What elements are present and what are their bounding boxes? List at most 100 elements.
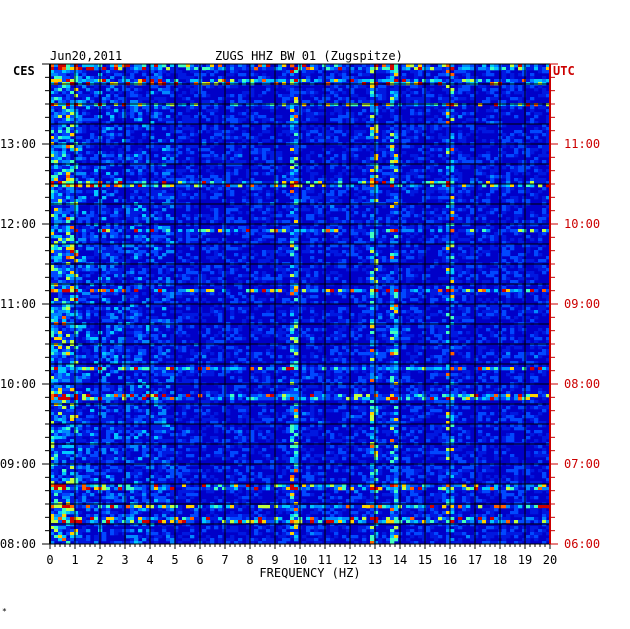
spectrogram-cell [214, 193, 219, 197]
spectrogram-cell [222, 199, 227, 203]
spectrogram-cell [294, 235, 299, 239]
spectrogram-cell [322, 100, 327, 104]
spectrogram-cell [74, 199, 79, 203]
spectrogram-cell [230, 64, 235, 68]
spectrogram-cell [278, 103, 283, 107]
spectrogram-cell [142, 250, 147, 254]
spectrogram-cell [270, 151, 275, 155]
spectrogram-cell [54, 250, 59, 254]
spectrogram-cell [194, 214, 199, 218]
spectrogram-cell [450, 178, 455, 182]
spectrogram-cell [226, 115, 231, 119]
spectrogram-cell [546, 103, 551, 107]
spectrogram-cell [166, 193, 171, 197]
spectrogram-cell [250, 67, 255, 71]
spectrogram-cell [122, 274, 127, 278]
spectrogram-cell [518, 268, 523, 272]
spectrogram-cell [314, 97, 319, 101]
spectrogram-cell [466, 265, 471, 269]
spectrogram-cell [78, 172, 83, 176]
spectrogram-cell [158, 271, 163, 275]
spectrogram-cell [350, 247, 355, 251]
spectrogram-cell [78, 277, 83, 281]
spectrogram-cell [266, 205, 271, 209]
spectrogram-cell [534, 265, 539, 269]
spectrogram-cell [54, 289, 59, 293]
spectrogram-cell [462, 136, 467, 140]
spectrogram-cell [290, 274, 295, 278]
spectrogram-cell [102, 205, 107, 209]
spectrogram-cell [110, 154, 115, 158]
spectrogram-cell [306, 139, 311, 143]
spectrogram-cell [310, 160, 315, 164]
spectrogram-cell [330, 232, 335, 236]
spectrogram-cell [370, 121, 375, 125]
spectrogram-cell [214, 121, 219, 125]
spectrogram-cell [370, 190, 375, 194]
spectrogram-cell [390, 220, 395, 224]
spectrogram-cell [186, 136, 191, 140]
spectrogram-cell [118, 100, 123, 104]
spectrogram-cell [502, 211, 507, 215]
spectrogram-cell [62, 85, 67, 89]
spectrogram-cell [282, 184, 287, 188]
spectrogram-cell [502, 259, 507, 263]
spectrogram-cell [534, 160, 539, 164]
spectrogram-cell [138, 184, 143, 188]
spectrogram-cell [222, 214, 227, 218]
spectrogram-cell [142, 241, 147, 245]
spectrogram-cell [66, 229, 71, 233]
spectrogram-cell [294, 169, 299, 173]
spectrogram-cell [118, 214, 123, 218]
spectrogram-cell [138, 64, 143, 68]
spectrogram-cell [234, 103, 239, 107]
spectrogram-cell [306, 286, 311, 290]
spectrogram-cell [426, 226, 431, 230]
spectrogram-cell [378, 115, 383, 119]
spectrogram-cell [122, 256, 127, 260]
spectrogram-cell [366, 64, 371, 68]
spectrogram-cell [306, 70, 311, 74]
spectrogram-cell [58, 85, 63, 89]
spectrogram-cell [518, 91, 523, 95]
spectrogram-cell [346, 214, 351, 218]
spectrogram-cell [234, 268, 239, 272]
spectrogram-cell [510, 133, 515, 137]
spectrogram-cell [250, 184, 255, 188]
spectrogram-cell [58, 121, 63, 125]
spectrogram-cell [186, 157, 191, 161]
spectrogram-cell [206, 94, 211, 98]
spectrogram-cell [318, 76, 323, 80]
spectrogram-cell [414, 112, 419, 116]
spectrogram-cell [126, 286, 131, 290]
spectrogram-cell [546, 67, 551, 71]
spectrogram-cell [322, 67, 327, 71]
spectrogram-cell [470, 256, 475, 260]
spectrogram-cell [338, 259, 343, 263]
spectrogram-cell [190, 160, 195, 164]
spectrogram-cell [438, 67, 443, 71]
spectrogram-cell [466, 64, 471, 68]
spectrogram-cell [426, 151, 431, 155]
spectrogram-cell [430, 163, 435, 167]
spectrogram-cell [78, 127, 83, 131]
spectrogram-cell [286, 106, 291, 110]
spectrogram-cell [106, 223, 111, 227]
spectrogram-cell [250, 160, 255, 164]
spectrogram-cell [50, 268, 55, 272]
spectrogram-cell [394, 64, 399, 68]
spectrogram-cell [278, 67, 283, 71]
spectrogram-cell [206, 187, 211, 191]
spectrogram-cell [266, 211, 271, 215]
spectrogram-cell [242, 130, 247, 134]
spectrogram-cell [118, 127, 123, 131]
spectrogram-cell [458, 136, 463, 140]
spectrogram-cell [262, 73, 267, 77]
spectrogram-cell [502, 139, 507, 143]
spectrogram-cell [250, 115, 255, 119]
spectrogram-cell [354, 286, 359, 290]
spectrogram-cell [150, 121, 155, 125]
spectrogram-cell [446, 286, 451, 290]
spectrogram-cell [70, 91, 75, 95]
spectrogram-cell [82, 97, 87, 101]
